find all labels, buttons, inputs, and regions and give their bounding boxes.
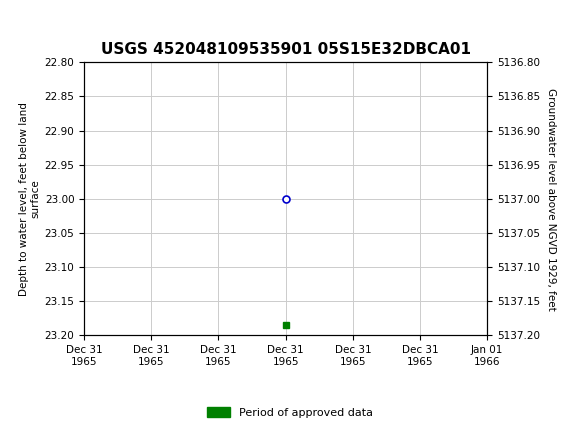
- Text: ≡USGS: ≡USGS: [6, 10, 60, 28]
- Title: USGS 452048109535901 05S15E32DBCA01: USGS 452048109535901 05S15E32DBCA01: [101, 42, 470, 57]
- Legend: Period of approved data: Period of approved data: [203, 403, 377, 422]
- Y-axis label: Groundwater level above NGVD 1929, feet: Groundwater level above NGVD 1929, feet: [546, 87, 556, 310]
- Y-axis label: Depth to water level, feet below land
surface: Depth to water level, feet below land su…: [19, 102, 41, 296]
